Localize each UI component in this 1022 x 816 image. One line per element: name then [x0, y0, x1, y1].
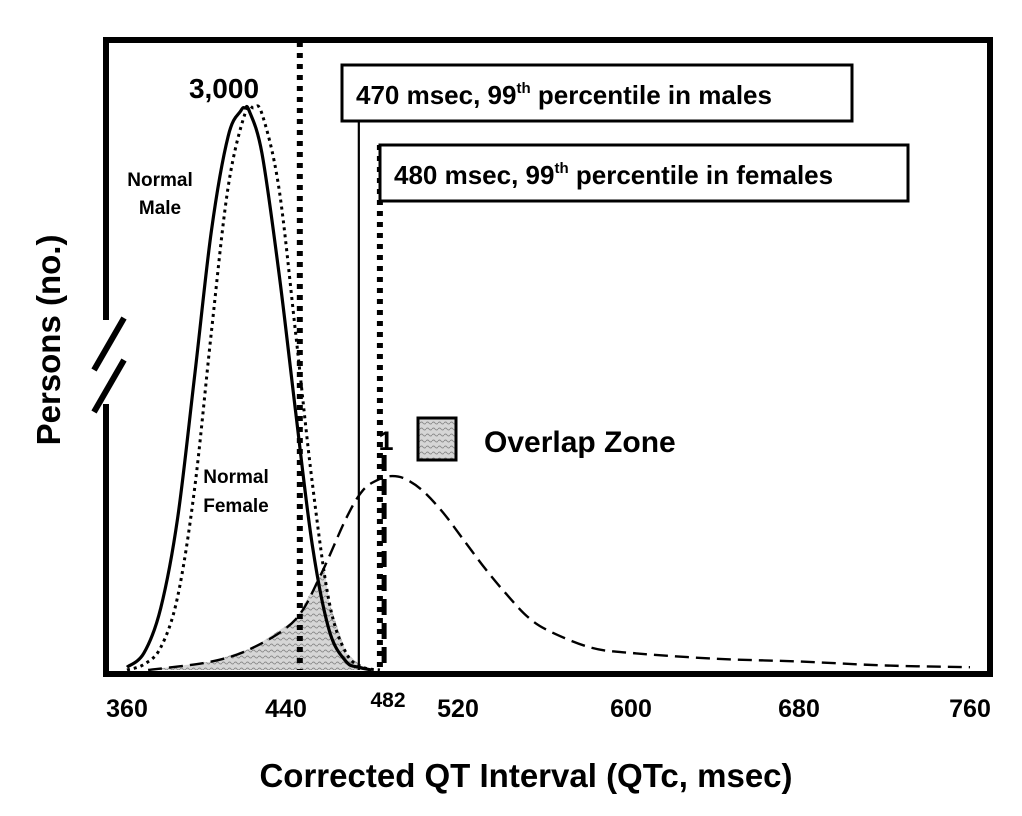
x-tick-label: 440 [265, 695, 307, 723]
normal-female-curve [126, 104, 381, 672]
male-99th-callout-box [340, 63, 854, 123]
peak-label: 3,000 [189, 73, 259, 104]
long-qt-curve [147, 474, 971, 672]
x-axis-title: Corrected QT Interval (QTc, msec) [259, 757, 792, 794]
y-axis-title: Persons (no.) [30, 235, 67, 446]
marker-label: 1 [378, 426, 393, 456]
normal-male-label: Male [139, 198, 181, 219]
female-99th-callout-box [378, 143, 910, 203]
normal-female-label: Normal [203, 467, 268, 488]
x-tick-label-482: 482 [370, 689, 405, 712]
normal-male-label: Normal [127, 170, 192, 191]
normal-male-curve [125, 104, 372, 672]
y-axis-break [91, 316, 127, 414]
x-tick-label: 600 [610, 695, 652, 723]
x-tick-label: 520 [437, 695, 479, 723]
overlap-zone-legend-swatch [416, 416, 458, 462]
female-99th-callout-text: 480 msec, 99th percentile in females [394, 160, 833, 190]
x-tick-label: 680 [778, 695, 820, 723]
x-tick-label: 360 [106, 695, 148, 723]
overlap-zone-fill [148, 569, 372, 670]
overlap-zone-legend-label: Overlap Zone [484, 426, 676, 459]
x-tick-label: 760 [949, 695, 991, 723]
male-99th-callout-text: 470 msec, 99th percentile in males [356, 80, 772, 110]
normal-female-label: Female [203, 496, 268, 517]
